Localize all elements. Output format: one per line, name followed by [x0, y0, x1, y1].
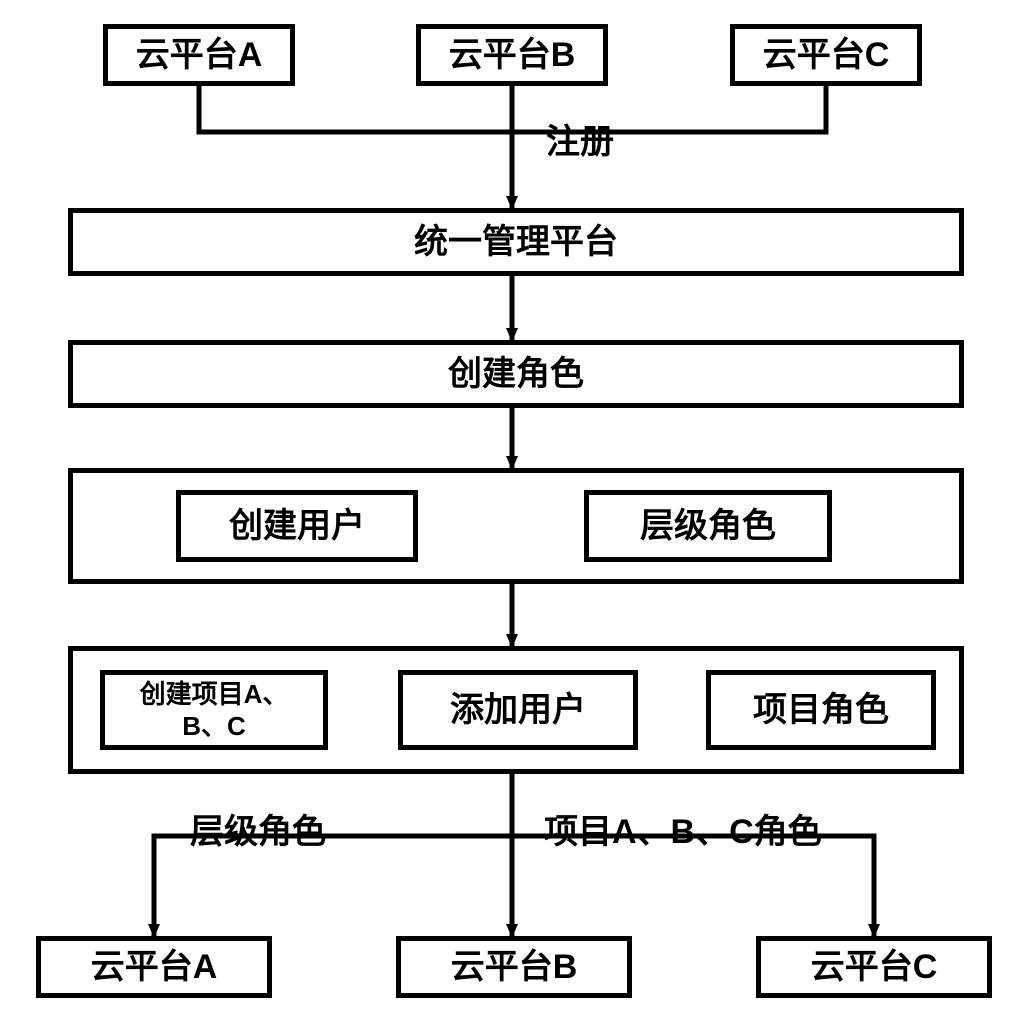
node-botA: 云平台A	[36, 936, 272, 998]
node-cUser: 创建用户	[176, 490, 418, 562]
node-label: 云平台B	[451, 946, 578, 989]
node-botC: 云平台C	[756, 936, 992, 998]
node-label: 云平台B	[449, 34, 576, 77]
node-label: 创建用户	[229, 505, 365, 548]
edge-label-proj_roles: 项目A、B、C角色	[544, 804, 822, 853]
node-cProj: 创建项目A、B、C	[100, 670, 328, 750]
node-label: 项目角色	[753, 689, 889, 732]
node-mgmt: 统一管理平台	[68, 208, 964, 276]
node-label: 层级角色	[640, 505, 776, 548]
node-topC: 云平台C	[730, 24, 922, 86]
edge-topA-down	[199, 86, 512, 132]
node-label: 云平台A	[91, 946, 218, 989]
node-label: 添加用户	[450, 689, 586, 732]
node-aUser: 添加用户	[398, 670, 638, 750]
node-botB: 云平台B	[396, 936, 632, 998]
node-label: 创建项目A、B、C	[140, 678, 289, 743]
node-pRole: 项目角色	[706, 670, 936, 750]
edge-label-hier_role: 层级角色	[190, 804, 326, 853]
node-topB: 云平台B	[416, 24, 608, 86]
node-role: 创建角色	[68, 340, 964, 408]
node-label: 统一管理平台	[414, 221, 618, 264]
node-topA: 云平台A	[103, 24, 295, 86]
node-lRole: 层级角色	[584, 490, 832, 562]
node-label: 云平台A	[136, 34, 263, 77]
node-label: 云平台C	[811, 946, 938, 989]
node-label: 创建角色	[448, 353, 584, 396]
node-label: 云平台C	[763, 34, 890, 77]
edge-label-register: 注册	[546, 114, 614, 163]
